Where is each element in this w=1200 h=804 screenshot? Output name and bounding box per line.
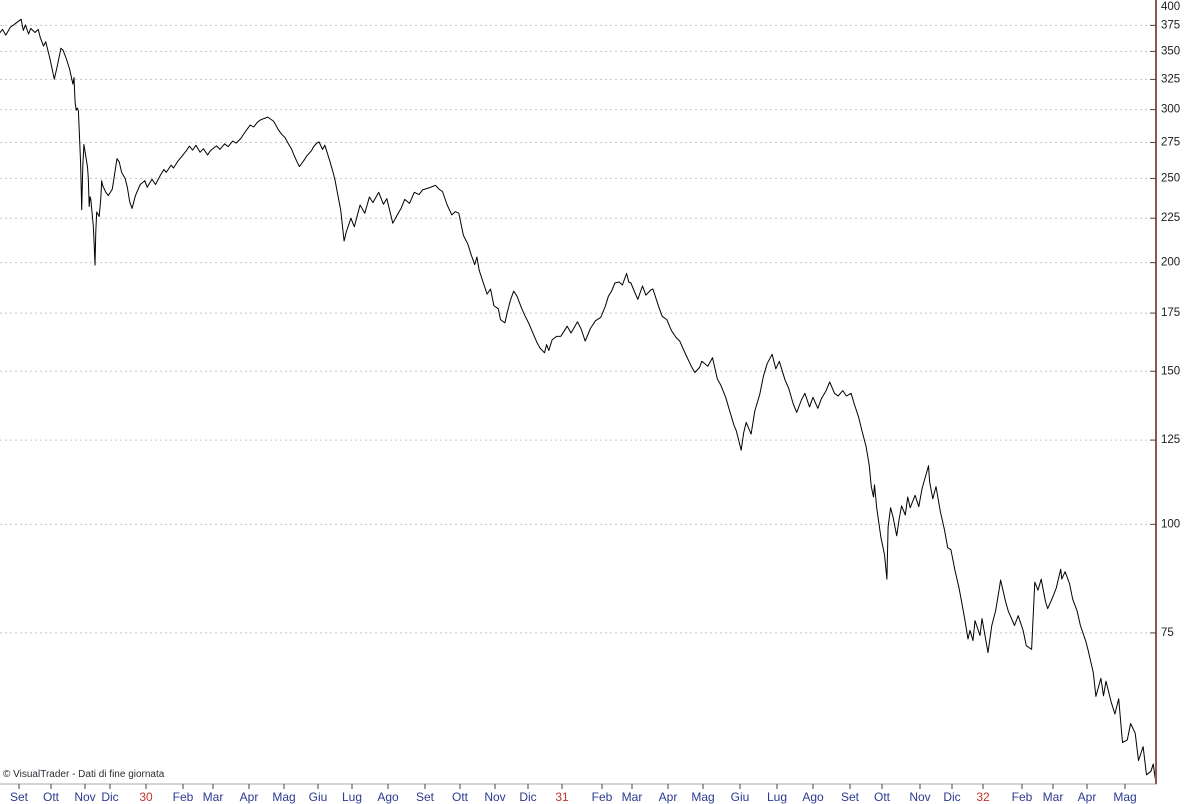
x-axis-month-label: Feb: [173, 790, 194, 804]
x-axis-month-label: Ago: [802, 790, 824, 804]
y-axis-label: 100: [1161, 518, 1180, 530]
y-axis-label: 150: [1161, 365, 1180, 377]
x-axis-month-label: Giu: [309, 790, 328, 804]
x-axis-year-label: 32: [976, 790, 990, 804]
x-axis-month-label: Mag: [272, 790, 295, 804]
y-axis-label: 300: [1161, 104, 1180, 116]
x-axis-month-label: Apr: [659, 790, 678, 804]
x-axis-month-label: Lug: [767, 790, 787, 804]
price-line: [0, 18, 1156, 781]
x-axis-month-label: Nov: [484, 790, 505, 804]
y-axis-label: 250: [1161, 172, 1180, 184]
y-axis-label: 125: [1161, 434, 1180, 446]
x-axis-month-label: Mar: [622, 790, 643, 804]
x-axis-year-label: 31: [555, 790, 569, 804]
x-axis-month-label: Dic: [101, 790, 118, 804]
y-axis-label: 400: [1161, 1, 1180, 13]
x-axis-month-label: Giu: [731, 790, 750, 804]
x-axis-month-label: Ago: [377, 790, 399, 804]
x-axis-labels: Set Ott Nov Dic 30 Feb Mar Apr Mag Giu Lug Ago Set Ot…: [10, 784, 1137, 804]
x-axis-month-label: Nov: [909, 790, 930, 804]
y-axis-label: 75: [1161, 627, 1174, 639]
x-axis-month-label: Nov: [74, 790, 95, 804]
x-axis-month-label: Feb: [1012, 790, 1033, 804]
x-axis-month-label: Ott: [874, 790, 891, 804]
x-axis-month-label: Feb: [592, 790, 613, 804]
x-axis-month-label: Ott: [43, 790, 60, 804]
gridlines: [0, 24, 1150, 634]
x-axis-month-label: Lug: [342, 790, 362, 804]
x-axis-month-label: Mar: [1043, 790, 1064, 804]
y-axis-labels: 400 375 350 325 300 275 250 225 200 175 150 125 100 7…: [1150, 1, 1180, 639]
x-axis-month-label: Set: [416, 790, 435, 804]
y-axis-label: 375: [1161, 19, 1180, 31]
x-axis-month-label: Mag: [1113, 790, 1136, 804]
x-axis-year-label: 30: [139, 790, 153, 804]
x-axis-month-label: Set: [10, 790, 29, 804]
y-axis-label: 175: [1161, 307, 1180, 319]
x-axis-month-label: Dic: [519, 790, 536, 804]
x-axis-month-label: Mag: [691, 790, 714, 804]
x-axis-month-label: Apr: [1078, 790, 1097, 804]
x-axis-month-label: Mar: [203, 790, 224, 804]
y-axis-label: 200: [1161, 257, 1180, 269]
x-axis-month-label: Set: [841, 790, 860, 804]
y-axis-label: 225: [1161, 212, 1180, 224]
y-axis-label: 275: [1161, 136, 1180, 148]
x-axis-month-label: Apr: [240, 790, 259, 804]
x-axis-month-label: Ott: [452, 790, 469, 804]
copyright-note: © VisualTrader - Dati di fine giornata: [3, 769, 165, 780]
y-axis-label: 350: [1161, 45, 1180, 57]
x-axis-month-label: Dic: [943, 790, 960, 804]
y-axis-label: 325: [1161, 73, 1180, 85]
